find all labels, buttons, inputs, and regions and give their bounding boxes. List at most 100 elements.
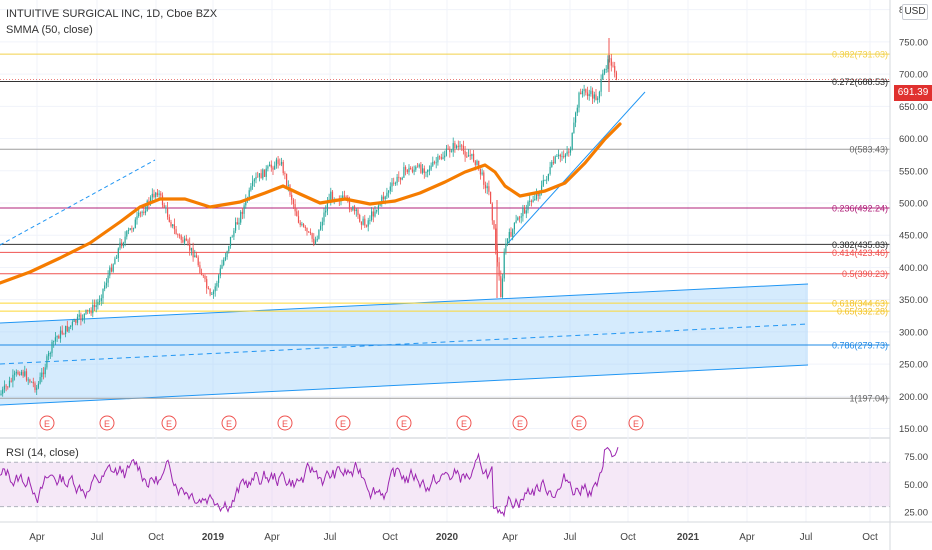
candle-body (573, 122, 575, 133)
candle-body (19, 374, 21, 375)
candle-body (54, 337, 56, 342)
candle-body (393, 182, 395, 184)
candle-body (439, 156, 441, 158)
candle-body (513, 222, 515, 230)
candle-body (250, 186, 252, 191)
candle-body (459, 145, 461, 147)
candle-body (415, 166, 417, 170)
candle-body (0, 393, 2, 395)
candle-body (498, 262, 500, 277)
currency-button[interactable]: USD (902, 4, 928, 20)
candle-body (61, 330, 63, 334)
candle-body (367, 220, 369, 227)
candle-body (399, 177, 402, 180)
earnings-marker (335, 415, 351, 431)
candle-body (168, 217, 170, 222)
candle-body (503, 251, 505, 279)
candle-body (364, 218, 366, 226)
candle-body (267, 166, 269, 169)
candle-body (493, 220, 495, 229)
candle-body (330, 191, 332, 200)
candle-body (326, 202, 328, 211)
candle-body (85, 309, 87, 314)
candle-body (153, 193, 155, 198)
candle-body (566, 151, 568, 155)
candle-body (112, 264, 114, 272)
candle-body (241, 211, 243, 214)
candle-body (138, 212, 140, 217)
candle-body (610, 58, 612, 66)
earnings-label: E (44, 419, 50, 429)
candle-body (544, 179, 546, 181)
candle-body (325, 210, 327, 213)
y-tick-label: 450.00 (899, 231, 928, 242)
candle-body (603, 69, 606, 74)
candle-body (359, 214, 361, 222)
candle-body (279, 163, 281, 165)
candle-body (76, 316, 79, 323)
x-tick-label: Jul (91, 532, 104, 543)
x-tick-label: 2019 (202, 532, 225, 543)
candle-body (126, 231, 128, 237)
candle-body (117, 248, 119, 259)
candle-body (464, 151, 466, 157)
candle-body (532, 200, 534, 202)
fib-label: 0.786(279.73) (832, 340, 888, 350)
rsi-label[interactable]: RSI (14, close) (6, 447, 79, 459)
candle-body (422, 168, 424, 173)
candle-body (382, 196, 385, 200)
time-axis: Apr Jul Oct 2019 Apr Jul Oct 2020 Apr Jul Oct 2021 A… (0, 521, 932, 543)
candle-body (156, 192, 158, 196)
candle-body (568, 151, 570, 153)
candle-body (348, 200, 351, 210)
dashed-trendline (0, 159, 156, 246)
candle-body (331, 191, 334, 201)
candle-body (466, 156, 468, 158)
candle-body (507, 238, 509, 244)
candle-body (541, 185, 543, 193)
candle-body (410, 167, 412, 170)
candle-body (97, 301, 99, 306)
candle-body (478, 160, 480, 169)
rsi-tick-label: 25.00 (904, 508, 928, 519)
candle-body (388, 191, 390, 193)
candle-body (194, 255, 196, 258)
candle-body (481, 172, 483, 175)
candle-body (597, 98, 599, 101)
candle-body (294, 204, 296, 212)
candle-body (600, 79, 602, 92)
candle-body (607, 59, 609, 69)
candle-body (223, 259, 225, 265)
candle-body (160, 193, 162, 196)
candle-body (563, 156, 565, 158)
earnings-label: E (401, 419, 407, 429)
candle-body (483, 172, 485, 185)
candle-body (520, 216, 522, 218)
candle-body (311, 233, 313, 239)
up-trendline (507, 91, 646, 244)
fib-label: 0.382(731.03) (832, 50, 888, 60)
earnings-marker (161, 415, 177, 431)
candle-body (474, 161, 476, 165)
candle-body (556, 155, 558, 157)
candle-body (253, 179, 255, 182)
earnings-label: E (166, 419, 172, 429)
indicator-label[interactable]: SMMA (50, close) (6, 24, 93, 36)
candle-body (58, 336, 60, 339)
candle-body (10, 380, 12, 382)
candle-body (605, 68, 607, 70)
x-tick-label: Jul (564, 532, 577, 543)
candle-body (450, 151, 453, 153)
candle-body (116, 258, 118, 259)
fib-label: 0.236(492.24) (832, 204, 888, 214)
candle-body (447, 148, 449, 150)
candle-body (204, 276, 206, 280)
earnings-label: E (633, 419, 639, 429)
y-tick-label: 550.00 (899, 166, 928, 177)
fib-label: 0.382(435.83) (832, 240, 888, 250)
candle-body (316, 238, 318, 241)
earnings-marker (628, 415, 644, 431)
candle-body (218, 275, 220, 283)
candle-body (51, 341, 53, 354)
